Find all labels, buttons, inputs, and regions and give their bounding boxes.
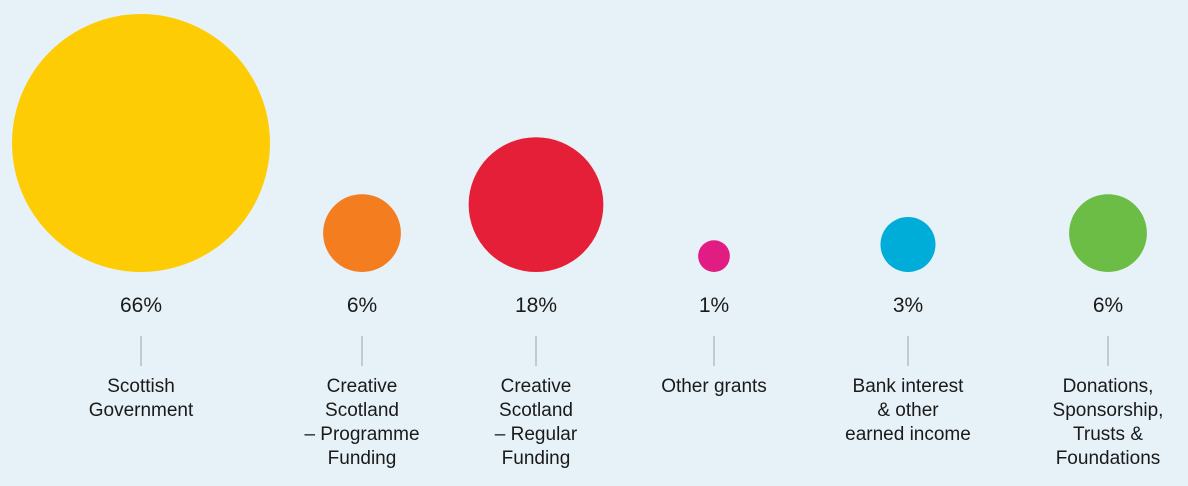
category-label-line: Bank interest xyxy=(853,376,965,397)
bubble-value-label: 18% xyxy=(515,294,557,317)
category-label: Creative Scotland – Regular Funding xyxy=(495,376,578,469)
category-label-line: Donations, xyxy=(1063,376,1154,397)
category-label-line: & other xyxy=(877,400,939,421)
bubble-group: 6% Donations, Sponsorship, Trusts & Foundati… xyxy=(1053,194,1164,469)
category-label-line: Trusts & xyxy=(1073,424,1143,445)
category-label-line: Sponsorship, xyxy=(1053,400,1164,421)
category-label: Donations, Sponsorship, Trusts & Foundation… xyxy=(1053,376,1164,469)
bubble-value-label: 1% xyxy=(699,294,729,317)
category-label-line: Government xyxy=(89,400,194,421)
bubble xyxy=(880,216,936,272)
category-label: Other grants xyxy=(661,376,767,397)
bubble xyxy=(698,240,730,272)
bubble-group: 1% Other grants xyxy=(661,240,767,397)
category-label: Creative Scotland – Programme Funding xyxy=(304,376,419,469)
bubble-group: 6% Creative Scotland – Programme Funding xyxy=(304,194,420,469)
bubble-group: 3% Bank interest & other earned income xyxy=(845,216,971,445)
bubble-value-label: 6% xyxy=(347,294,377,317)
category-label-line: Creative xyxy=(327,376,398,397)
category-label-line: Scotland xyxy=(325,400,399,421)
bubble-value-label: 3% xyxy=(893,294,923,317)
bubble xyxy=(12,14,270,272)
bubble-value-label: 6% xyxy=(1093,294,1123,317)
category-label-line: earned income xyxy=(845,424,971,445)
category-label-line: Other grants xyxy=(661,376,767,397)
bubble xyxy=(323,194,401,272)
category-label: Bank interest & other earned income xyxy=(845,376,971,445)
bubble xyxy=(468,137,604,272)
bubble xyxy=(1069,194,1147,272)
category-label-line: Creative xyxy=(501,376,572,397)
category-label-line: – Programme xyxy=(304,424,419,445)
category-label-line: Funding xyxy=(502,448,571,469)
bubble-group: 18% Creative Scotland – Regular Funding xyxy=(468,137,604,469)
category-label-line: – Regular xyxy=(495,424,578,445)
bubble-group: 66% Scottish Government xyxy=(12,14,270,421)
category-label-line: Scotland xyxy=(499,400,573,421)
category-label-line: Foundations xyxy=(1056,448,1161,469)
category-label-line: Funding xyxy=(328,448,397,469)
category-label-line: Scottish xyxy=(107,376,175,397)
category-label: Scottish Government xyxy=(89,376,194,421)
bubble-value-label: 66% xyxy=(120,294,162,317)
